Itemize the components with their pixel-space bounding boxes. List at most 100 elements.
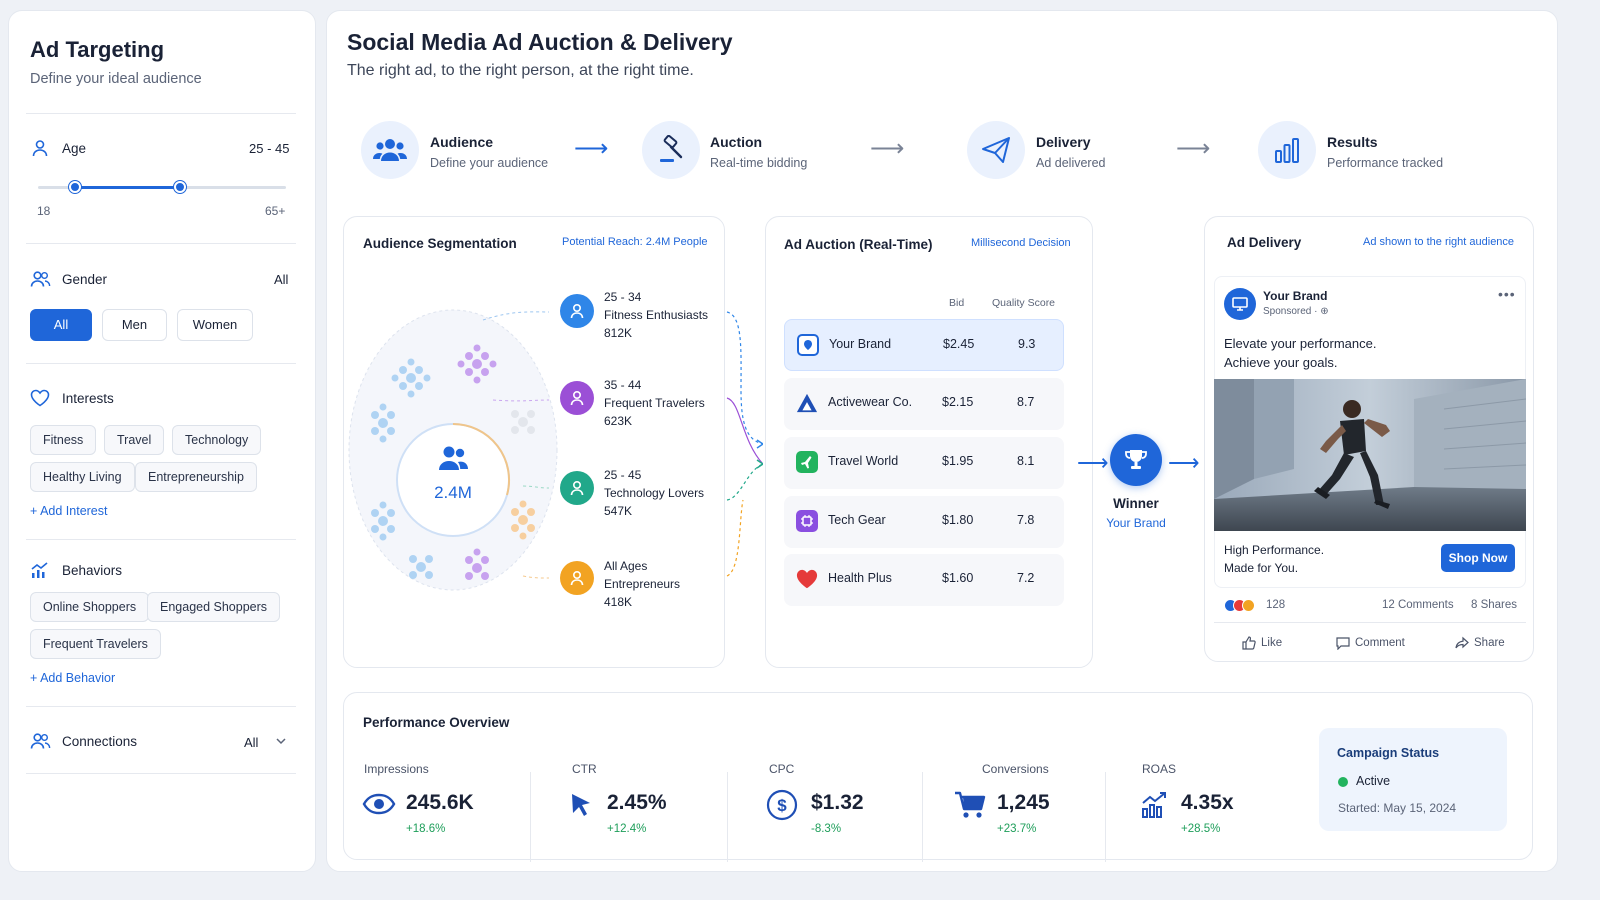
growth-chart-icon xyxy=(1142,792,1166,818)
segment-icon xyxy=(560,381,594,415)
bid-value: $1.80 xyxy=(942,513,974,527)
step-results xyxy=(1258,121,1316,179)
metric-delta: +12.4% xyxy=(607,823,647,835)
step-subtitle: Real-time bidding xyxy=(710,156,808,170)
divider xyxy=(530,772,531,862)
interest-chip[interactable]: Technology xyxy=(172,425,262,455)
auction-card: Ad Auction (Real-Time) Millisecond Decis… xyxy=(765,216,1093,668)
performance-title: Performance Overview xyxy=(363,715,510,730)
gender-value: All xyxy=(274,272,289,287)
quality-score: 8.1 xyxy=(1017,454,1035,468)
more-options-icon[interactable]: ••• xyxy=(1498,286,1516,302)
share-button[interactable]: Share xyxy=(1455,635,1505,651)
interest-chip[interactable]: Travel xyxy=(104,425,165,455)
users-icon xyxy=(373,139,407,161)
users-icon xyxy=(439,446,468,470)
bar-chart-icon xyxy=(1275,138,1299,163)
bidder-name: Activewear Co. xyxy=(828,395,913,409)
auction-row[interactable]: Your Brand $2.45 9.3 xyxy=(784,319,1064,371)
age-label: Age xyxy=(62,141,87,156)
comments-count[interactable]: 12 Comments xyxy=(1382,599,1454,611)
ad-delivery-title: Ad Delivery xyxy=(1227,235,1302,250)
shop-now-button[interactable]: Shop Now xyxy=(1441,544,1515,572)
campaign-start-date: Started: May 15, 2024 xyxy=(1338,801,1457,815)
campaign-status-title: Campaign Status xyxy=(1337,746,1440,760)
behavior-chip[interactable]: Frequent Travelers xyxy=(30,629,161,659)
cluster-dots xyxy=(371,358,433,579)
auction-row[interactable]: Travel World $1.95 8.1 xyxy=(784,437,1064,489)
interest-chip[interactable]: Fitness xyxy=(30,425,97,455)
step-subtitle: Ad delivered xyxy=(1036,156,1106,170)
step-title: Auction xyxy=(710,134,763,150)
segment-icon xyxy=(560,471,594,505)
age-slider-fill xyxy=(74,186,181,189)
divider xyxy=(26,706,296,707)
quality-score: 9.3 xyxy=(1018,337,1036,351)
divider xyxy=(26,773,296,774)
arrow-right-icon: ⟶ xyxy=(870,135,905,162)
winner-label: Winner xyxy=(1113,496,1159,511)
interest-chip[interactable]: Healthy Living xyxy=(30,462,135,492)
comment-bubble-icon xyxy=(1336,637,1350,650)
behavior-chip[interactable]: Engaged Shoppers xyxy=(147,592,281,622)
monitor-icon xyxy=(1232,297,1248,311)
gender-option-men[interactable]: Men xyxy=(102,309,167,341)
user-icon xyxy=(570,303,584,319)
gender-option-women[interactable]: Women xyxy=(177,309,253,341)
metric-value: $1.32 xyxy=(811,791,864,814)
step-auction xyxy=(642,121,700,179)
ad-brand-name[interactable]: Your Brand xyxy=(1263,289,1328,303)
page-subtitle: The right ad, to the right person, at th… xyxy=(347,62,694,79)
step-title: Delivery xyxy=(1036,134,1091,150)
heart-icon xyxy=(30,389,50,407)
user-icon xyxy=(570,390,584,406)
reaction-icons[interactable] xyxy=(1224,599,1264,613)
step-title: Audience xyxy=(430,134,494,150)
connections-value: All xyxy=(244,735,259,750)
arrow-right-icon: ⟶ xyxy=(574,135,609,162)
campaign-status-value: Active xyxy=(1356,774,1391,788)
gender-label: Gender xyxy=(62,272,108,287)
step-subtitle: Define your audience xyxy=(430,156,549,170)
connections-label: Connections xyxy=(62,734,138,749)
ad-image-runner[interactable] xyxy=(1214,379,1526,531)
cart-icon xyxy=(955,791,986,818)
add-behavior-link[interactable]: + Add Behavior xyxy=(30,671,116,685)
ad-delivery-tag: Ad shown to the right audience xyxy=(1363,236,1515,248)
quality-score-column-header: Quality Score xyxy=(992,297,1056,309)
behavior-chip[interactable]: Online Shoppers xyxy=(30,592,150,622)
segment-icon xyxy=(560,561,594,595)
arrow-right-icon: ⟶ xyxy=(1077,450,1109,475)
age-slider-handle-max[interactable] xyxy=(174,181,187,193)
connections-dropdown[interactable]: All xyxy=(244,734,292,752)
users-icon xyxy=(30,733,51,749)
age-range-value: 25 - 45 xyxy=(249,141,290,156)
age-slider-handle-min[interactable] xyxy=(68,181,81,193)
add-interest-link[interactable]: + Add Interest xyxy=(30,504,108,518)
quality-score: 7.2 xyxy=(1017,571,1035,585)
gender-option-all[interactable]: All xyxy=(30,309,92,341)
metric-delta: -8.3% xyxy=(811,823,842,835)
sidebar-title: Ad Targeting xyxy=(30,37,165,62)
bid-column-header: Bid xyxy=(949,297,965,309)
svg-text:$: $ xyxy=(777,796,787,815)
segment-label: 25 - 34 Fitness Enthusiasts 812K xyxy=(604,290,709,340)
interest-chip[interactable]: Entrepreneurship xyxy=(135,462,257,492)
comment-button[interactable]: Comment xyxy=(1336,635,1405,651)
auction-row[interactable]: Health Plus $1.60 7.2 xyxy=(784,554,1064,606)
auction-row[interactable]: Tech Gear $1.80 7.8 xyxy=(784,496,1064,548)
metric-label: Impressions xyxy=(364,762,429,776)
wow-reaction-icon xyxy=(1242,599,1255,612)
segment-label: 25 - 45 Technology Lovers 547K xyxy=(604,468,705,518)
winner-badge xyxy=(1110,434,1162,486)
brand-avatar xyxy=(1224,288,1256,320)
like-button[interactable]: Like xyxy=(1242,635,1282,651)
shares-count[interactable]: 8 Shares xyxy=(1471,599,1518,611)
auction-row[interactable]: Activewear Co. $2.15 8.7 xyxy=(784,378,1064,430)
bidder-name: Travel World xyxy=(828,454,899,468)
active-status-dot xyxy=(1338,777,1348,787)
segment-icon xyxy=(560,294,594,328)
user-icon xyxy=(32,140,48,157)
cursor-icon xyxy=(572,794,590,816)
metric-label: ROAS xyxy=(1142,762,1177,776)
